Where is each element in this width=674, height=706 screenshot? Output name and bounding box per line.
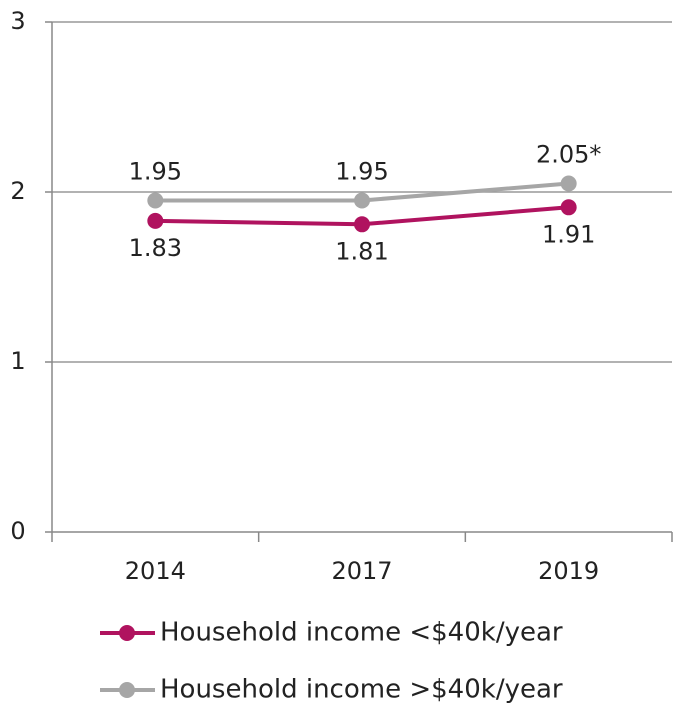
x-tick-label: 2017 xyxy=(331,557,392,585)
legend-marker xyxy=(119,682,135,698)
y-tick-label: 0 xyxy=(10,517,25,545)
y-tick-label: 1 xyxy=(10,347,25,375)
data-label: 1.95 xyxy=(129,158,182,186)
legend-label: Household income >$40k/year xyxy=(160,675,563,705)
data-label: 1.91 xyxy=(542,220,595,248)
y-tick-label: 2 xyxy=(10,177,25,205)
data-point xyxy=(354,192,370,209)
legend-marker xyxy=(119,625,135,641)
data-point xyxy=(147,212,164,229)
y-tick-label: 3 xyxy=(10,7,25,35)
data-label: 2.05* xyxy=(536,141,601,169)
legend-label: Household income <$40k/year xyxy=(160,618,563,648)
x-tick-label: 2019 xyxy=(538,557,599,585)
data-point xyxy=(560,175,577,192)
data-point xyxy=(560,199,577,216)
x-tick-label: 2014 xyxy=(125,557,186,585)
data-label: 1.83 xyxy=(129,234,182,262)
data-label: 1.81 xyxy=(335,237,388,265)
data-point xyxy=(147,192,164,209)
data-label: 1.95 xyxy=(335,158,388,186)
data-point xyxy=(354,216,370,233)
